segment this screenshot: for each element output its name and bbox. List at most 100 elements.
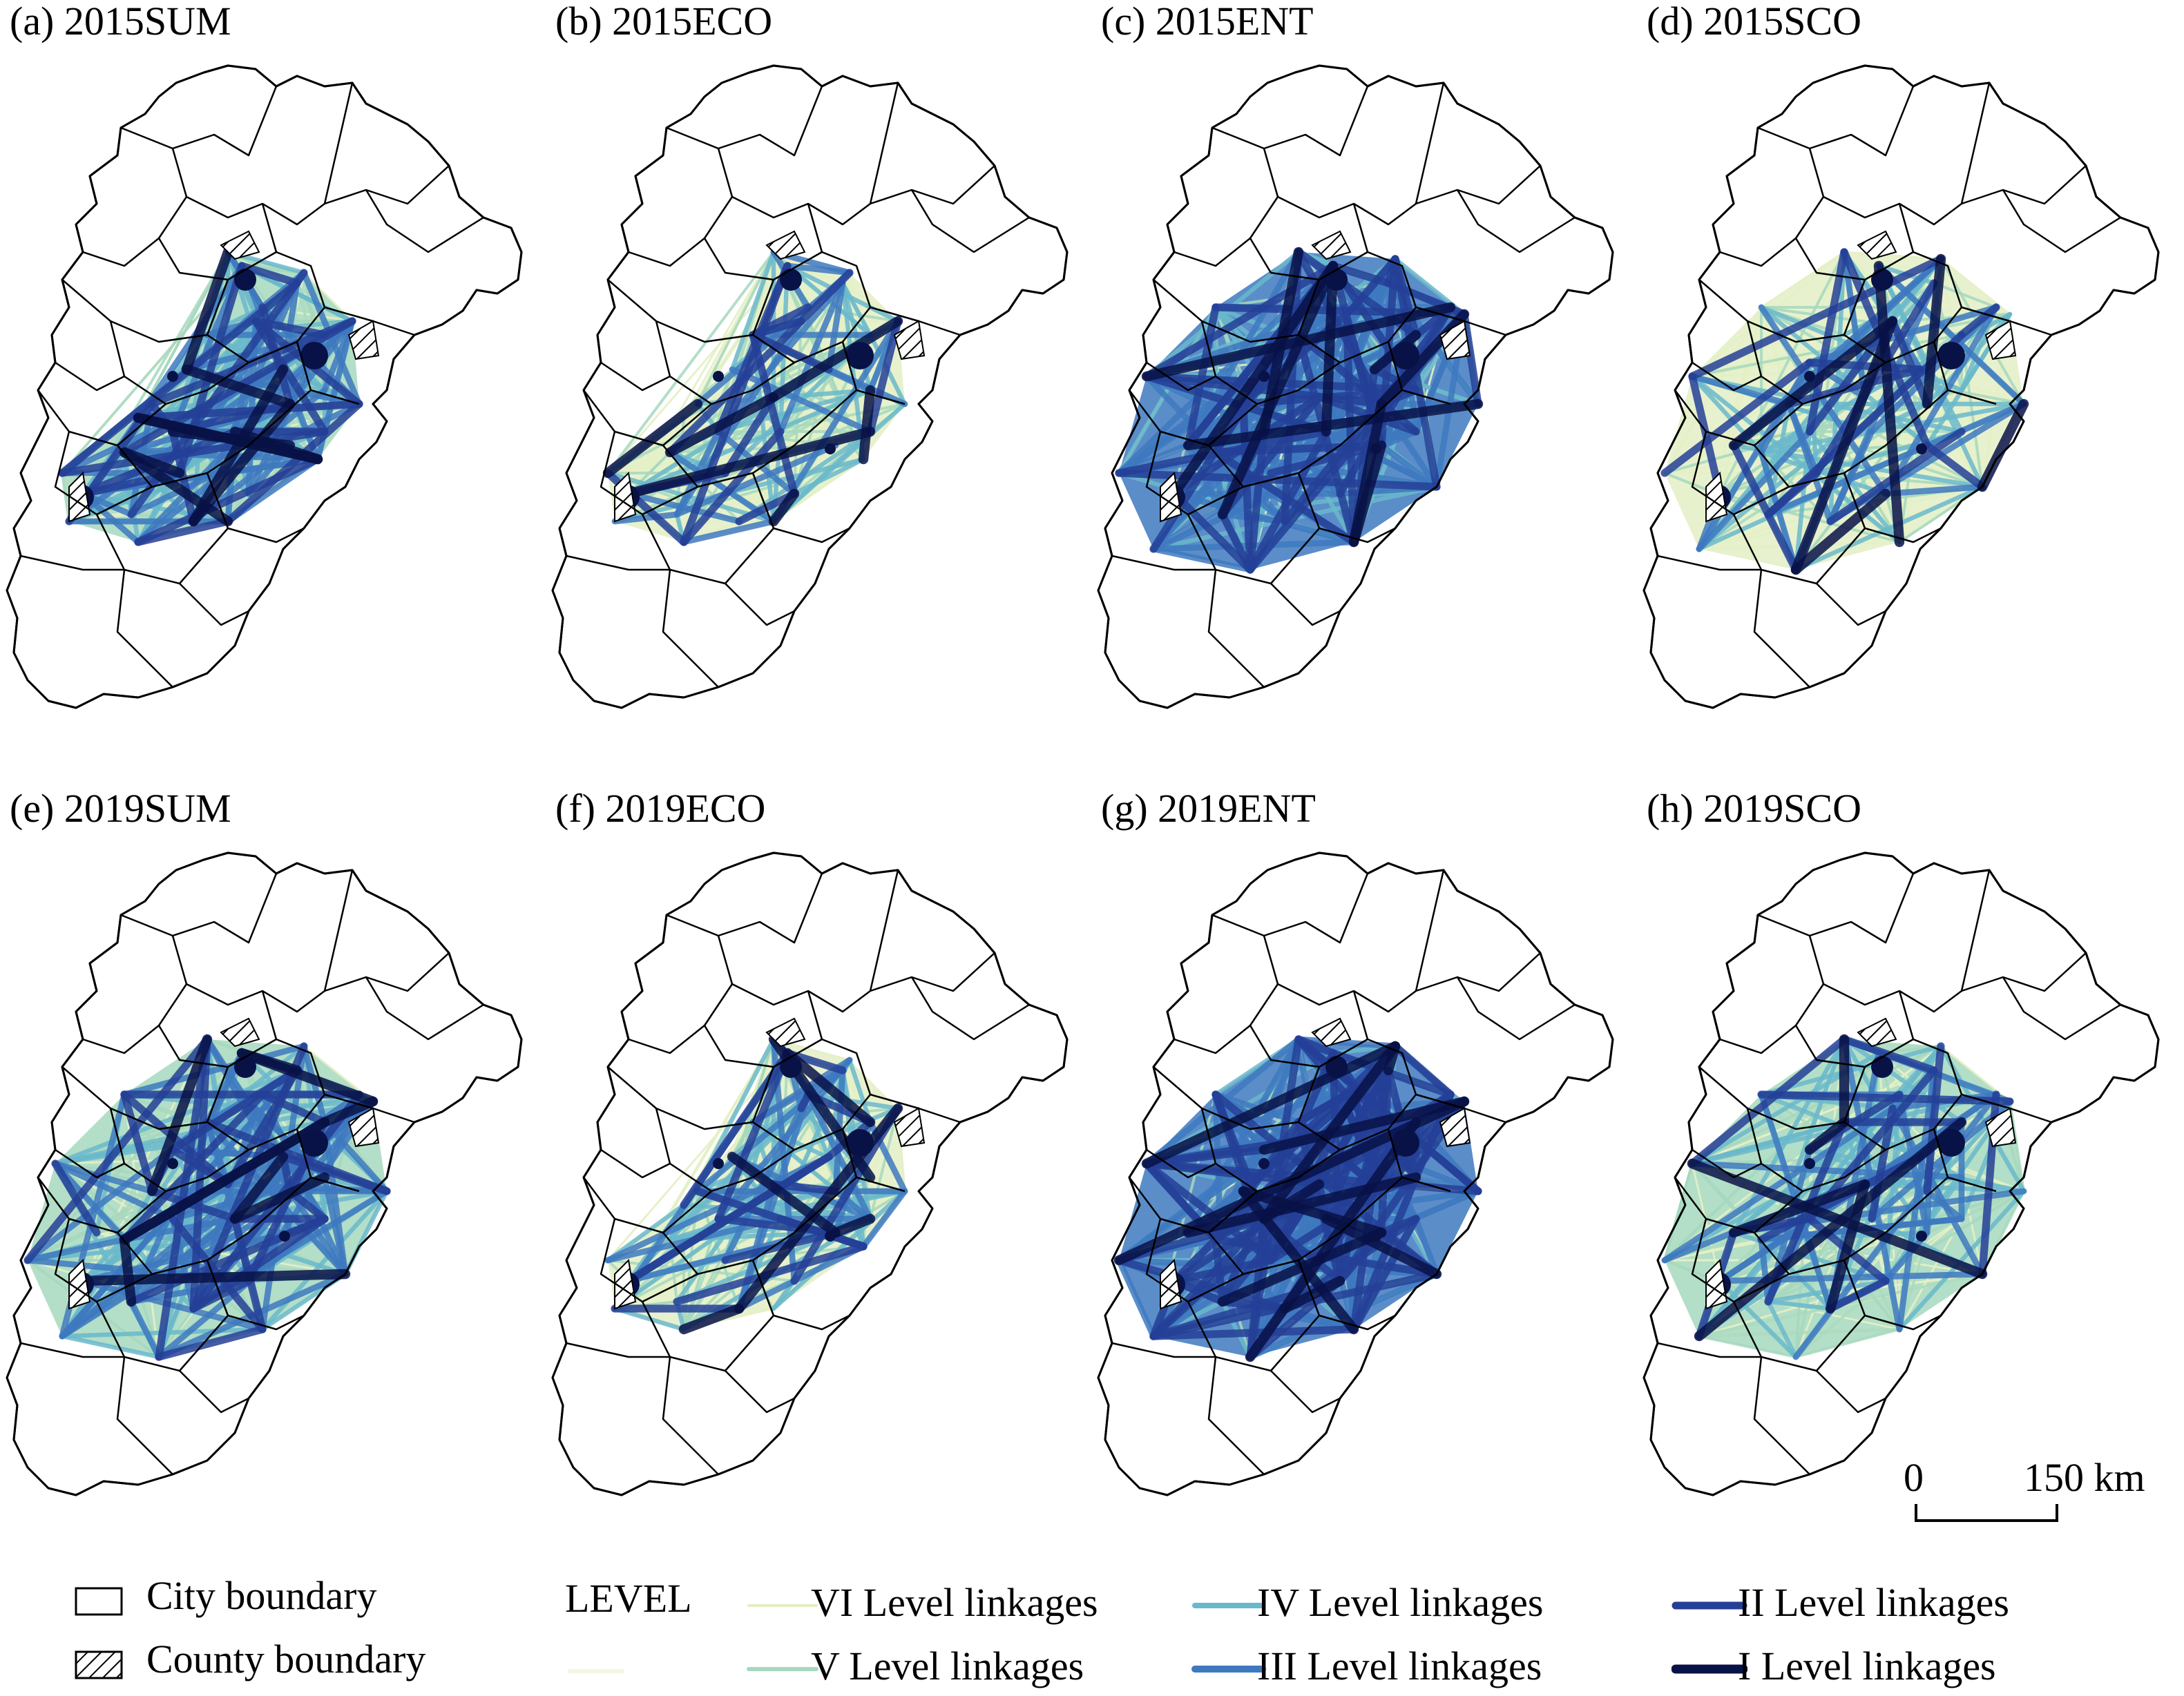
city-boundary [1456, 976, 1575, 1041]
linkage-line [1728, 1179, 1870, 1238]
city-boundary [1249, 983, 1368, 1068]
linkage-line [729, 249, 776, 372]
county-boundary-patch [1857, 1017, 1897, 1048]
hub-node [1370, 1231, 1381, 1242]
linkages-level-I [1687, 1034, 1988, 1342]
city-boundary [1207, 1356, 1265, 1475]
city-boundary [157, 196, 277, 281]
city-boundary [583, 389, 712, 447]
city-boundary [807, 203, 872, 308]
linkage-line [784, 262, 853, 276]
linkage-line [714, 262, 792, 436]
linkage-line [1258, 1096, 1470, 1155]
linkage-line [694, 1067, 846, 1195]
county-boundary-patch [1705, 1258, 1728, 1310]
hub-node [1392, 1129, 1419, 1157]
city-boundary [628, 1025, 705, 1054]
linkage-line [1793, 484, 1985, 572]
city-boundary [365, 976, 484, 1041]
city-boundary [61, 1066, 229, 1130]
linkages-level-I [1113, 1041, 1470, 1362]
hub-node [846, 342, 874, 369]
linkage-line [1790, 316, 1898, 575]
linkage-line [738, 264, 789, 523]
city-boundary [1961, 952, 2087, 992]
city-boundary [95, 1301, 229, 1372]
linkages-level-I [77, 1034, 379, 1307]
city-boundary [1211, 86, 1369, 157]
linkage-line [1377, 1215, 1420, 1237]
hub-node [300, 342, 328, 369]
city-boundary [1698, 1066, 1866, 1130]
linkage-line [729, 366, 874, 435]
city-boundary [20, 1342, 124, 1358]
linkage-line [1694, 1117, 1967, 1342]
map-panel-d: (d) 2015SCO [1637, 0, 2183, 753]
city-boundary [2002, 189, 2121, 253]
linkage-line [1391, 255, 1420, 339]
linkage-line [1805, 317, 1897, 436]
linkage-line [678, 1303, 745, 1335]
linkage-line [1876, 263, 1964, 434]
city-boundary [82, 1025, 160, 1054]
linkage-line [120, 1090, 156, 1195]
scale-bar-line [1915, 1504, 2058, 1522]
city-boundary [1674, 1177, 1803, 1234]
city-boundary [1187, 514, 1320, 585]
linkages-level-I [602, 316, 903, 527]
city-boundary [1352, 990, 1417, 1095]
linkage-line [1412, 1215, 1440, 1278]
linkage-line [860, 1188, 908, 1250]
map-panel-c: (c) 2015ENT [1091, 0, 1637, 753]
city-boundary [752, 1093, 961, 1151]
linkage-line [1294, 1035, 1337, 1057]
linkage-line [1717, 1278, 1799, 1360]
linkage-map [6, 64, 523, 709]
city-boundary [1297, 1260, 1396, 1331]
linkage-line [714, 1049, 792, 1223]
linkage-line [58, 427, 329, 477]
city-boundary [365, 189, 484, 253]
linkage-map [6, 851, 523, 1496]
linkage-line [134, 517, 232, 546]
city-boundary [1415, 952, 1541, 992]
city-boundary [95, 514, 229, 585]
map-panel-a: (a) 2015SUM [0, 0, 546, 753]
hub-node [1916, 1231, 1927, 1242]
hub-node [1871, 1056, 1893, 1078]
linkage-line [1182, 1172, 1421, 1238]
city-boundary [662, 569, 719, 688]
linkage-line [1295, 1036, 1399, 1050]
linkage-line [146, 1034, 213, 1197]
linkage-line [1960, 1176, 1984, 1275]
linkages-level-II [604, 262, 902, 546]
linkage-line [120, 1090, 267, 1244]
city-boundary [566, 555, 670, 571]
linkage-line [1688, 255, 1945, 380]
linkage-map [551, 851, 1069, 1496]
city-boundary [1207, 569, 1265, 688]
linkage-line [258, 1090, 329, 1126]
city-boundary [1129, 1177, 1258, 1234]
linkage-line [59, 1333, 162, 1360]
linkage-line [1343, 317, 1358, 546]
county-boundary-patch [893, 1107, 926, 1148]
linkage-line [1170, 490, 1254, 574]
city-boundary [1753, 569, 1810, 688]
city-boundary [1843, 472, 1942, 543]
city-boundary [1145, 1218, 1244, 1303]
map-panel-e: (e) 2019SUM [0, 787, 546, 1540]
city-boundary [566, 1342, 670, 1358]
panel-title: (c) 2015ENT [1101, 0, 1314, 44]
linkage-line [134, 455, 322, 546]
linkage-line [1765, 1299, 1833, 1311]
legend-level-heading: LEVEL [565, 1576, 692, 1621]
map-legend: City boundary County boundary LEVEL VI L… [0, 1568, 2184, 1696]
linkage-line [1691, 1045, 1942, 1165]
hub-node [1871, 269, 1893, 291]
city-boundary [1657, 1342, 1761, 1358]
city-boundary [1298, 1093, 1506, 1151]
level-III-swatch [1191, 1666, 1266, 1673]
hub-node [300, 1129, 328, 1157]
linkage-line [229, 1172, 330, 1224]
